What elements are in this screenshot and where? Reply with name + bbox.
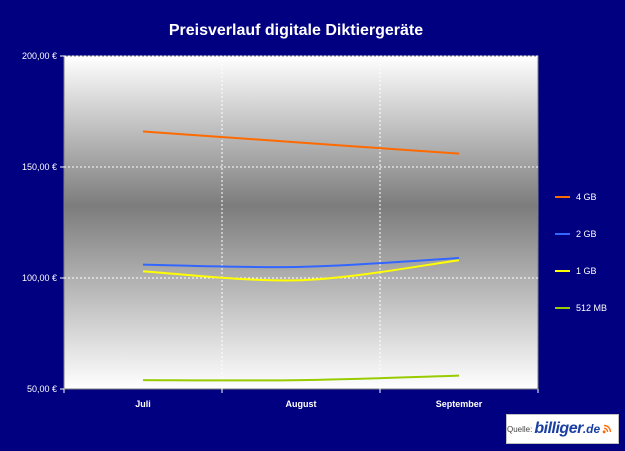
y-tick-label: 50,00 € — [27, 384, 57, 394]
x-tick-label: Juli — [135, 399, 151, 409]
watermark-brand: billiger — [534, 420, 583, 437]
series-lines — [142, 130, 460, 382]
series-line-1 — [142, 257, 460, 269]
watermark-prefix: Quelle: — [507, 424, 533, 434]
source-watermark: Quelle: billiger .de — [506, 414, 619, 444]
signal-waves-icon — [602, 424, 612, 434]
y-tick-label: 100,00 € — [22, 273, 57, 283]
chart-title: Preisverlauf digitale Diktiergeräte — [169, 22, 423, 39]
x-tick-label: August — [286, 399, 317, 409]
series-line-2 — [142, 259, 460, 282]
series-line-0 — [142, 130, 460, 155]
y-axis: 50,00 € 100,00 € 150,00 € 200,00 € — [22, 51, 64, 394]
legend-label-0: 4 GB — [576, 192, 597, 202]
series-line-3 — [142, 374, 460, 382]
x-tick-label: September — [436, 399, 483, 409]
grid-lines — [64, 55, 538, 389]
plot-area — [63, 55, 539, 390]
legend: 4 GB 2 GB 1 GB 512 MB — [555, 192, 607, 313]
legend-label-3: 512 MB — [576, 303, 607, 313]
watermark-tld: .de — [582, 422, 601, 436]
legend-label-1: 2 GB — [576, 229, 597, 239]
legend-label-2: 1 GB — [576, 266, 597, 276]
y-tick-label: 200,00 € — [22, 51, 57, 61]
x-axis: Juli August September — [63, 389, 539, 409]
y-tick-label: 150,00 € — [22, 162, 57, 172]
